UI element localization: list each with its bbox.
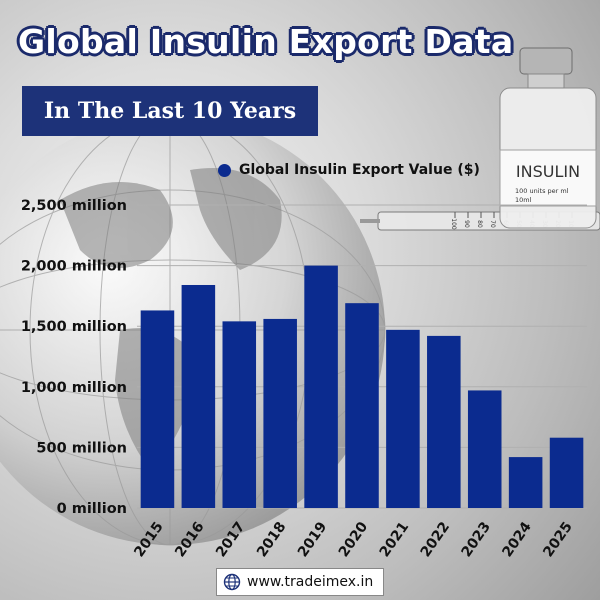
legend-label: Global Insulin Export Value ($) (239, 162, 480, 178)
bar-2017 (222, 321, 257, 508)
page-title: Global Insulin Export Data (18, 22, 514, 61)
syringe-scale-label: 90 (463, 220, 470, 228)
y-tick-label: 500 million (36, 440, 127, 456)
bar-2022 (427, 335, 461, 508)
y-tick-label: 1,500 million (21, 319, 127, 335)
x-tick-label: 2015 (131, 519, 166, 560)
bar-2018 (263, 318, 297, 508)
syringe-scale-label: 100 (450, 218, 457, 230)
bar-2015 (140, 310, 175, 508)
website-footer[interactable]: www.tradeimex.in (216, 568, 384, 596)
legend-swatch (218, 163, 231, 177)
x-tick-label: 2025 (540, 519, 575, 560)
x-tick-label: 2018 (254, 519, 289, 560)
bar-2020 (345, 303, 379, 508)
y-tick-label: 0 million (57, 501, 127, 517)
x-tick-label: 2021 (377, 519, 412, 560)
subtitle: In The Last 10 Years (43, 98, 297, 124)
vial-volume-line: 10ml (515, 196, 532, 204)
bar-2019 (304, 265, 338, 508)
legend: Global Insulin Export Value ($) (218, 162, 480, 178)
x-tick-label: 2020 (336, 519, 372, 560)
bar-2021 (386, 329, 420, 508)
bar-2024 (508, 457, 543, 508)
x-tick-label: 2019 (295, 519, 330, 560)
website-url[interactable]: www.tradeimex.in (247, 574, 374, 590)
x-tick-label: 2016 (172, 519, 207, 560)
y-tick-label: 2,500 million (21, 198, 127, 214)
bar-2016 (181, 284, 216, 508)
vial-label: INSULIN (516, 162, 580, 181)
y-tick-label: 2,000 million (21, 259, 127, 275)
vial-icon: INSULIN 100 units per ml 10ml (499, 47, 597, 229)
vial-units-line: 100 units per ml (515, 187, 569, 195)
x-tick-label: 2023 (459, 519, 494, 560)
bar-2023 (467, 390, 502, 508)
syringe-scale-label: 80 (476, 220, 483, 228)
syringe-scale-label: 70 (489, 220, 496, 228)
subtitle-banner: In The Last 10 Years (22, 86, 318, 136)
globe-icon (223, 573, 241, 591)
x-tick-label: 2022 (418, 519, 453, 560)
y-tick-label: 1,000 million (21, 380, 127, 396)
x-tick-label: 2024 (499, 519, 535, 560)
bar-2025 (549, 437, 584, 508)
x-tick-label: 2017 (213, 519, 248, 560)
